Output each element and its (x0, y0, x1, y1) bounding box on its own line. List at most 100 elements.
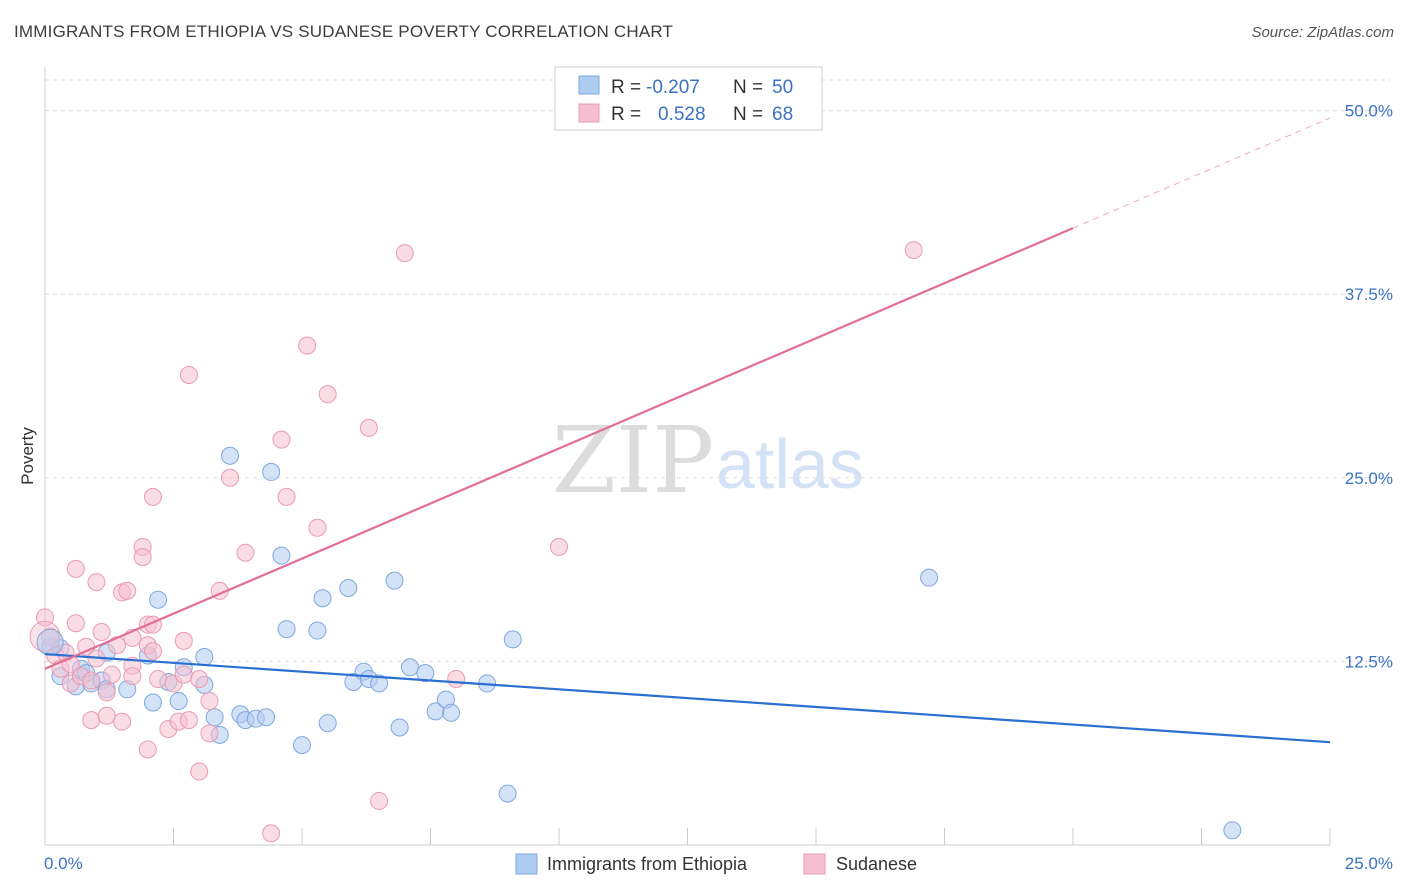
blue-data-point (277, 620, 296, 639)
source-label: Source: ZipAtlas.com (1251, 24, 1394, 41)
pink-data-point (66, 559, 85, 578)
pink-data-point (200, 724, 219, 743)
blue-data-point (149, 590, 168, 609)
pink-data-point (66, 614, 85, 633)
blue-data-point (400, 658, 419, 677)
y-tick-label: 12.5% (1345, 652, 1393, 671)
pink-data-point (97, 706, 116, 725)
blue-data-point (390, 718, 409, 737)
blue-data-point (416, 664, 435, 683)
pink-data-point (370, 791, 389, 810)
bottom-legend-label-pink: Sudanese (836, 854, 917, 874)
stats-n-label-blue: N = (733, 77, 763, 98)
bottom-legend-swatch-pink (803, 853, 826, 875)
pink-data-point (190, 762, 209, 781)
pink-data-point (179, 711, 198, 730)
pink-data-point (359, 418, 378, 437)
pink-data-point (262, 824, 281, 843)
blue-trend-line (44, 652, 1331, 744)
stats-n-value-pink: 68 (772, 104, 793, 125)
pink-data-point (41, 627, 60, 646)
pink-data-point (174, 665, 193, 684)
pink-data-point (179, 365, 198, 384)
blue-data-point (272, 546, 291, 565)
blue-data-point (318, 714, 337, 733)
blue-data-point (385, 571, 404, 590)
chart-title: IMMIGRANTS FROM ETHIOPIA VS SUDANESE POV… (14, 22, 674, 41)
pink-trend-line (1072, 117, 1331, 229)
pink-trend-line (44, 227, 1074, 670)
blue-data-point (293, 736, 311, 755)
pink-data-point (138, 740, 157, 759)
stats-r-value-blue: -0.207 (646, 77, 700, 98)
pink-data-point (149, 670, 168, 689)
trend-layer (44, 117, 1331, 744)
blue-data-point (143, 693, 162, 712)
blue-data-point (339, 578, 358, 597)
pink-data-point (82, 671, 101, 690)
axes-layer (44, 67, 1331, 846)
pink-data-point (97, 683, 116, 702)
x-tick-label-min: 0.0% (44, 854, 83, 873)
tick-labels-layer: 12.5% 25.0% 37.5% 50.0% 0.0% 25.0% (44, 102, 1393, 873)
blue-data-point (1223, 821, 1242, 840)
blue-data-point (221, 446, 240, 465)
blue-data-point (313, 589, 332, 608)
stats-n-label-pink: N = (733, 104, 763, 125)
blue-data-point (195, 647, 214, 666)
pink-data-point (92, 623, 111, 642)
y-tick-label: 50.0% (1345, 102, 1393, 121)
grid-layer (45, 79, 1390, 662)
watermark-zip-text: ZIP (552, 407, 714, 514)
pink-data-point (277, 487, 296, 506)
pink-data-point (236, 543, 255, 562)
blue-data-point (503, 630, 522, 649)
stats-legend-swatch-blue (578, 75, 600, 95)
pink-data-point (118, 581, 137, 600)
y-tick-label: 25.0% (1345, 469, 1393, 488)
pink-data-point (308, 518, 327, 537)
pink-data-point (123, 667, 142, 686)
blue-data-point (257, 708, 276, 727)
pink-data-point (113, 712, 132, 731)
pink-data-point (447, 670, 466, 689)
pink-data-point (904, 241, 923, 260)
blue-data-point (308, 621, 327, 640)
pink-data-point (143, 487, 162, 506)
blue-data-point (442, 703, 461, 722)
watermark: ZIP atlas (552, 407, 864, 514)
points-layer (29, 241, 1242, 843)
y-tick-label: 37.5% (1345, 285, 1393, 304)
stats-n-value-blue: 50 (772, 77, 793, 98)
bottom-legend: Immigrants from Ethiopia Sudanese (515, 853, 917, 875)
pink-data-point (272, 430, 291, 449)
pink-data-point (318, 385, 337, 404)
pink-data-point (174, 631, 193, 650)
blue-data-point (169, 692, 188, 711)
bottom-legend-label-blue: Immigrants from Ethiopia (547, 854, 748, 874)
pink-data-point (87, 573, 106, 592)
pink-data-point (133, 548, 152, 567)
y-axis-title: Poverty (18, 427, 37, 485)
blue-data-point (920, 568, 939, 587)
blue-data-point (262, 462, 281, 481)
stats-r-value-pink: 0.528 (658, 104, 706, 125)
pink-data-point (190, 670, 209, 689)
pink-data-point (298, 336, 317, 355)
pink-data-point (200, 692, 219, 711)
pink-data-point (550, 537, 568, 556)
pink-data-point (102, 665, 121, 684)
stats-legend: R = -0.207 N = 50 R = 0.528 N = 68 (554, 66, 823, 131)
blue-data-point (498, 784, 517, 803)
watermark-atlas-text: atlas (716, 425, 864, 503)
blue-data-point (205, 708, 224, 727)
pink-data-point (221, 468, 240, 487)
bottom-legend-swatch-blue (515, 853, 538, 875)
pink-data-point (395, 244, 414, 263)
stats-legend-swatch-pink (578, 103, 600, 123)
x-tick-label-max: 25.0% (1345, 854, 1393, 873)
pink-data-point (143, 642, 162, 661)
stats-r-label-blue: R = (611, 77, 641, 98)
stats-r-label-pink: R = (611, 104, 641, 125)
